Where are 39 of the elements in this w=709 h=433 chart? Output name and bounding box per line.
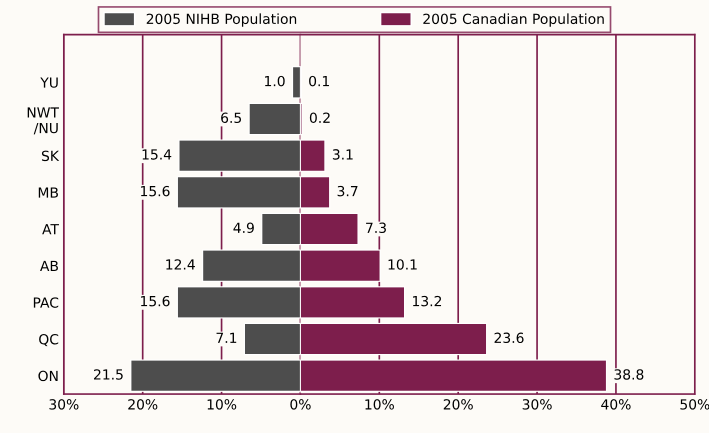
x-tick-label: 10% xyxy=(208,399,236,410)
y-tick-label: AT xyxy=(42,224,59,234)
bar xyxy=(292,66,300,98)
x-tick-label: 20% xyxy=(444,399,473,410)
x-tick-label: 20% xyxy=(128,399,158,410)
data-label: 12.4 xyxy=(166,259,195,270)
y-tick-label: QC xyxy=(39,334,58,346)
data-label: 0.1 xyxy=(309,76,329,86)
data-label: 7.3 xyxy=(366,222,386,234)
y-tick-label: PAC xyxy=(34,297,58,308)
data-label: 3.7 xyxy=(338,186,358,196)
data-label: 38.8 xyxy=(614,369,644,380)
data-label: 7.1 xyxy=(216,332,236,343)
y-tick-label: SK xyxy=(42,150,60,162)
data-label: 15.6 xyxy=(141,296,170,306)
x-tick-label: 10% xyxy=(365,399,394,410)
data-label: 3.1 xyxy=(332,149,353,160)
data-label: 15.6 xyxy=(141,186,170,196)
data-label: 21.5 xyxy=(94,369,123,380)
data-label: 4.9 xyxy=(233,222,254,234)
x-tick-label: 30% xyxy=(522,399,552,410)
x-tick-label: 40% xyxy=(601,399,631,410)
x-tick-label: 30% xyxy=(49,399,78,410)
y-tick-label: MB xyxy=(38,187,58,198)
data-label: 0.2 xyxy=(310,112,330,124)
x-tick-label: 50% xyxy=(680,399,709,410)
y-tick-label: NWT /NU xyxy=(28,107,59,134)
y-tick-label: YU xyxy=(40,77,58,88)
data-label: 13.2 xyxy=(413,296,442,306)
data-label: 10.1 xyxy=(388,259,417,270)
data-label: 6.5 xyxy=(221,112,242,124)
y-tick-label: ON xyxy=(38,370,58,382)
y-tick-label: AB xyxy=(40,260,58,271)
data-label: 23.6 xyxy=(494,332,524,344)
data-label: 15.4 xyxy=(142,149,172,160)
x-tick-label: 0% xyxy=(290,399,311,410)
legend-label: 2005 NIHB Population xyxy=(146,13,296,27)
legend-label: 2005 Canadian Population xyxy=(423,13,604,27)
data-label: 1.0 xyxy=(265,76,285,86)
